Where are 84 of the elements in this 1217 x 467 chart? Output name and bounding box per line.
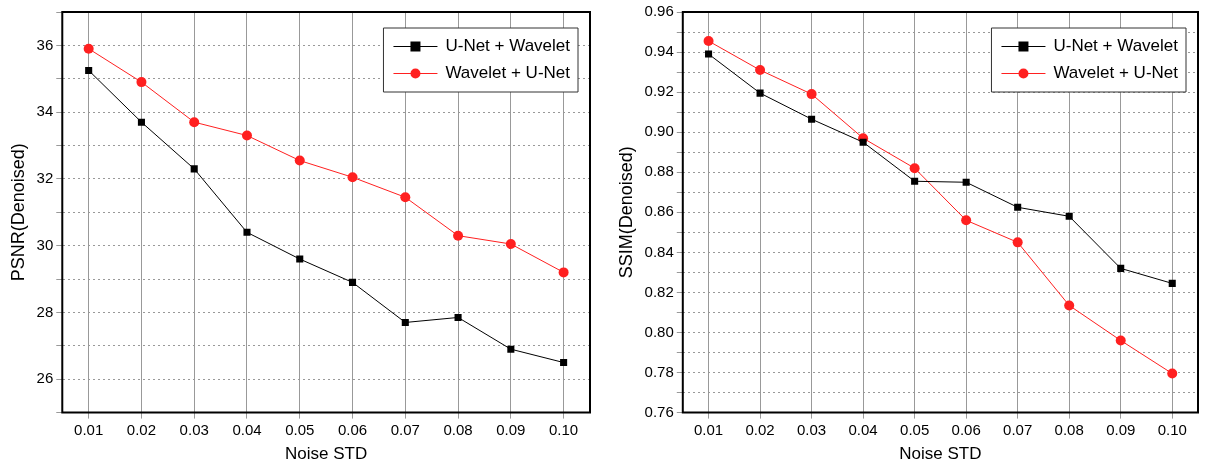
legend-label: Wavelet + U-Net <box>445 63 571 83</box>
x-tick-label: 0.06 <box>951 420 981 438</box>
x-tick-label: 0.06 <box>337 420 368 438</box>
y-tick-label: 0.80 <box>644 322 674 340</box>
x-tick-label: 0.07 <box>390 420 420 438</box>
x-tick-label: 0.05 <box>285 420 315 438</box>
y-tick-label: 0.88 <box>644 162 674 180</box>
point <box>294 155 305 166</box>
point <box>1117 264 1125 272</box>
x-tick-label: 0.03 <box>796 420 827 438</box>
point <box>1168 279 1176 287</box>
point <box>1115 335 1126 346</box>
x-axis-title: Noise STD <box>285 444 368 464</box>
point <box>296 255 304 263</box>
point <box>808 115 816 123</box>
point <box>911 177 919 185</box>
point <box>507 345 515 353</box>
x-tick-label: 0.10 <box>549 420 579 438</box>
point <box>505 239 516 250</box>
y-tick-label: 32 <box>36 169 54 187</box>
point <box>83 43 94 54</box>
y-tick-label: 0.86 <box>644 202 674 220</box>
legend-label: U-Net + Wavelet <box>445 36 571 56</box>
x-tick-label: 0.04 <box>848 420 878 438</box>
point <box>190 165 198 173</box>
x-tick-label: 0.04 <box>232 420 262 438</box>
point <box>1064 300 1075 311</box>
point <box>400 192 411 203</box>
point <box>85 66 93 74</box>
point <box>962 178 970 186</box>
y-tick-label: 0.90 <box>644 122 674 140</box>
y-axis-title: PSNR(Denoised) <box>7 143 28 282</box>
y-tick-label: 30 <box>36 235 54 253</box>
x-tick-label: 0.01 <box>74 420 104 438</box>
x-tick-label: 0.02 <box>745 420 775 438</box>
x-tick-label: 0.03 <box>179 420 209 438</box>
y-axis-title: SSIM(Denoised) <box>615 146 636 279</box>
y-tick-label: 0.84 <box>644 242 674 260</box>
x-tick-label: 0.09 <box>496 420 526 438</box>
y-tick-label: 0.76 <box>644 402 674 420</box>
point <box>137 118 145 126</box>
point <box>1065 212 1073 220</box>
x-tick-label: 0.05 <box>900 420 930 438</box>
point <box>558 267 569 278</box>
y-tick-label: 0.96 <box>644 2 674 20</box>
point <box>703 36 714 47</box>
legend-label: U-Net + Wavelet <box>1053 36 1179 56</box>
point <box>136 77 147 88</box>
y-tick-label: 0.94 <box>644 42 674 60</box>
point <box>241 130 252 141</box>
y-tick-label: 0.78 <box>644 362 674 380</box>
point <box>348 278 357 286</box>
x-tick-label: 0.02 <box>126 420 157 438</box>
point <box>560 358 568 367</box>
y-tick-label: 34 <box>36 102 54 120</box>
point <box>189 117 200 128</box>
point <box>1014 203 1022 211</box>
y-tick-label: 28 <box>36 302 54 320</box>
point <box>401 318 409 326</box>
point <box>806 89 817 100</box>
y-tick-label: 26 <box>36 369 54 387</box>
point <box>755 65 766 76</box>
x-tick-label: 0.08 <box>443 420 473 438</box>
point <box>454 313 462 321</box>
point <box>243 228 251 236</box>
point <box>347 172 358 183</box>
point <box>909 163 920 174</box>
y-tick-label: 0.92 <box>644 82 674 100</box>
x-tick-label: 0.01 <box>693 420 724 438</box>
y-tick-label: 0.82 <box>644 282 674 300</box>
point <box>705 50 713 58</box>
point <box>756 89 764 97</box>
point <box>859 138 867 146</box>
legend-label: Wavelet + U-Net <box>1053 63 1179 83</box>
point <box>961 215 972 226</box>
x-tick-label: 0.10 <box>1157 420 1187 438</box>
x-tick-label: 0.08 <box>1054 420 1084 438</box>
point <box>453 230 464 241</box>
point <box>1012 237 1023 248</box>
point <box>1167 368 1178 379</box>
x-tick-label: 0.09 <box>1106 420 1136 438</box>
x-tick-label: 0.07 <box>1003 420 1033 438</box>
x-axis-title: Noise STD <box>899 444 982 464</box>
y-tick-label: 36 <box>36 35 54 53</box>
